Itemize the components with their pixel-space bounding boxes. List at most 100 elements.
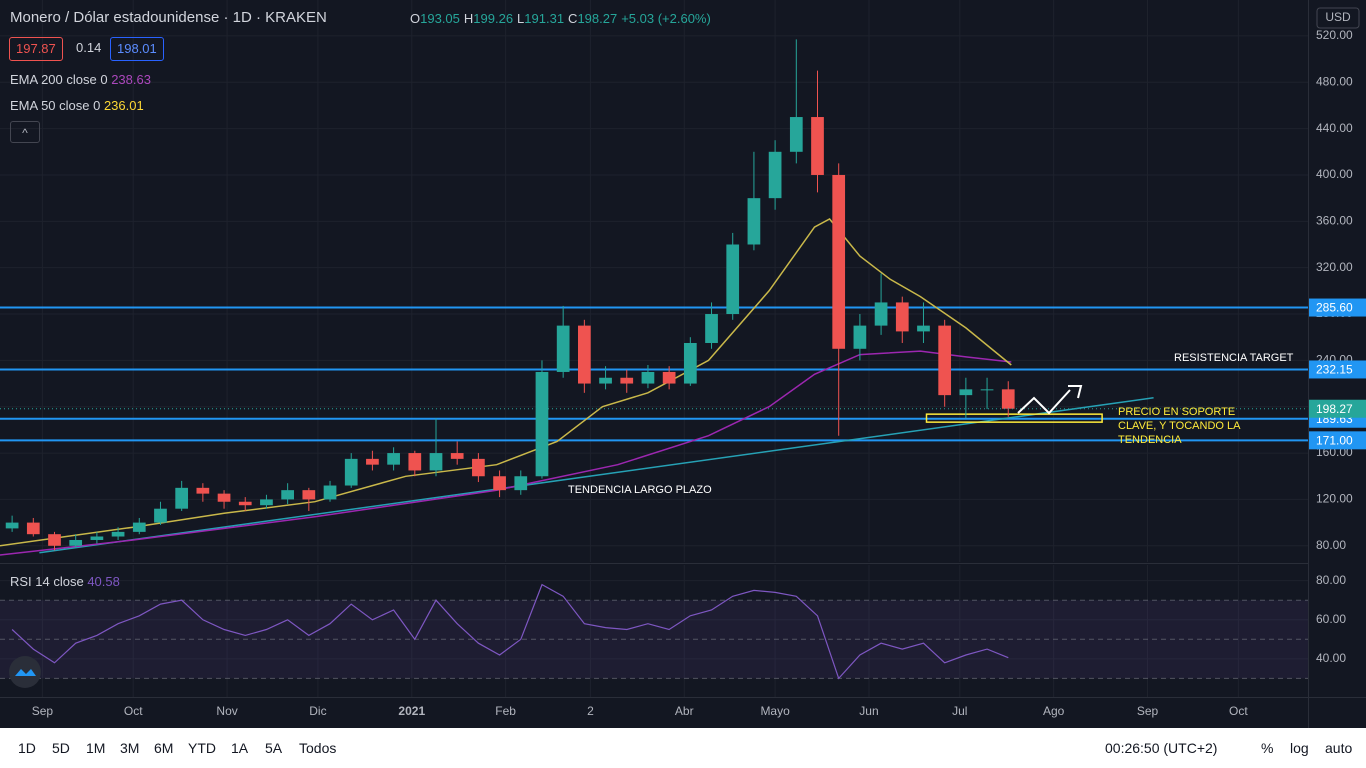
ohlc-value: 198.27 — [577, 11, 618, 26]
arrow-drawing — [1017, 389, 1071, 415]
x-tick-label: Sep — [1137, 704, 1159, 718]
x-tick-label: Oct — [1229, 704, 1248, 718]
ema-line — [0, 350, 1012, 556]
option-button[interactable]: log — [1290, 740, 1309, 756]
ohlc-label: O — [410, 11, 421, 26]
candle-body — [535, 371, 549, 477]
candle-body — [853, 325, 867, 349]
candle-body — [472, 458, 485, 477]
x-tick-label: Abr — [675, 704, 694, 718]
candle-body — [493, 476, 506, 491]
candle-body — [789, 117, 803, 152]
y-tick-label: 360.00 — [1316, 213, 1353, 227]
last-price-label-bg — [1309, 399, 1366, 418]
candle-body — [196, 487, 210, 494]
candle-body — [959, 389, 973, 396]
collapse-button[interactable]: ^ — [10, 121, 40, 143]
range-button[interactable]: 5A — [265, 740, 283, 756]
candle-body — [48, 534, 61, 546]
candle-body — [874, 302, 888, 326]
y-tick-label: 60.00 — [1316, 612, 1346, 626]
ohlc-label: L — [517, 11, 525, 26]
candle-body — [514, 476, 528, 491]
x-tick-label: Mayo — [760, 704, 790, 718]
candle-body — [938, 325, 952, 396]
ohlc-value: 191.31 — [524, 11, 565, 26]
candle-body — [217, 493, 231, 502]
candle-body — [281, 490, 294, 500]
legend-value: 236.01 — [103, 98, 144, 113]
currency-button[interactable] — [1316, 7, 1360, 29]
chart: Sep Oct Nov Dic 2021 Feb 2 Abr Mayo Jun Jul Ago Sep O… — [0, 0, 1366, 728]
candle-body — [175, 487, 189, 509]
legend-value: 40.58 — [87, 574, 120, 589]
arrow-head — [1068, 385, 1083, 399]
y-tick-label: 440.00 — [1316, 121, 1353, 135]
x-tick-label: Dic — [309, 704, 326, 718]
hline-price-label-bg — [1309, 360, 1366, 379]
candle-body — [556, 325, 570, 372]
range-button[interactable]: 3M — [120, 740, 140, 756]
candle-body — [111, 531, 125, 537]
legend: RSI 14 close 40.58 — [10, 574, 120, 589]
candle-body — [620, 377, 634, 384]
last-price-label: 198.27 — [1316, 402, 1353, 416]
candle-body — [132, 522, 146, 532]
y-tick-label: 120.00 — [1316, 492, 1353, 506]
legend-name: EMA 50 close 0 — [10, 98, 101, 113]
ema-line — [0, 218, 1012, 547]
annotation: CLAVE, Y TOCANDO LA — [1118, 420, 1241, 432]
range-button[interactable]: 5D — [52, 740, 70, 756]
ohlc: O193.05 H199.26 L191.31 C198.27 +5.03 (+2.60… — [410, 11, 711, 26]
x-tick-label: Ago — [1043, 704, 1065, 718]
y-tick-label: 40.00 — [1316, 651, 1346, 665]
hline-price-label-bg — [1309, 298, 1366, 317]
x-tick-label: 2021 — [398, 704, 425, 718]
x-tick-label: Jul — [952, 704, 967, 718]
option-button[interactable]: % — [1261, 740, 1274, 756]
clock: 00:26:50 (UTC+2) — [1105, 740, 1218, 756]
spread: 0.14 — [76, 40, 102, 55]
candle-body — [429, 453, 443, 471]
ohlc-label: C — [568, 11, 578, 26]
range-button[interactable]: 6M — [154, 740, 174, 756]
range-button[interactable]: 1A — [231, 740, 249, 756]
candle-body — [260, 499, 273, 506]
range-button[interactable]: 1M — [86, 740, 106, 756]
candle-body — [662, 371, 676, 384]
ohlc-value: 199.26 — [473, 11, 514, 26]
y-tick-label: 80.00 — [1316, 538, 1346, 552]
candle-body — [408, 453, 422, 471]
hline-price-label: 232.15 — [1316, 363, 1353, 377]
option-button[interactable]: auto — [1325, 740, 1353, 756]
legend-name: EMA 200 close 0 — [10, 72, 108, 87]
trendline — [39, 397, 1154, 554]
logo — [9, 656, 41, 688]
symbol-title: Monero / Dólar estadounidense · 1D · KRA… — [10, 9, 327, 26]
candle-body — [366, 458, 379, 465]
candle-body — [917, 325, 930, 332]
candle-body — [578, 325, 591, 384]
range-button[interactable]: Todos — [299, 740, 337, 756]
range-button[interactable]: YTD — [188, 740, 216, 756]
legend: EMA 50 close 0 236.01 — [10, 98, 144, 113]
candle-body — [980, 389, 994, 391]
candle-body — [768, 151, 782, 199]
candle-body — [895, 302, 909, 332]
support-zone — [925, 413, 1103, 423]
currency[interactable]: USD — [1325, 10, 1351, 24]
candle-body — [641, 371, 655, 384]
candle-body — [5, 522, 19, 529]
ohlc-change: +5.03 (+2.60%) — [621, 11, 711, 26]
ohlc-label: H — [463, 11, 474, 26]
candle-body — [26, 522, 40, 535]
y-tick-label: 320.00 — [1316, 260, 1353, 274]
x-tick-label: 2 — [587, 704, 594, 718]
bid: 197.87 — [9, 37, 63, 61]
x-tick-label: Feb — [495, 704, 516, 718]
range-button[interactable]: 1D — [18, 740, 36, 756]
bottom-toolbar: 1D 5D 1M 3M 6M YTD 1A 5A Todos 00:26:50 (UTC+2)% l… — [0, 728, 1366, 768]
annotation: TENDENCIA — [1118, 434, 1182, 446]
hline-price-label-bg — [1309, 431, 1366, 450]
